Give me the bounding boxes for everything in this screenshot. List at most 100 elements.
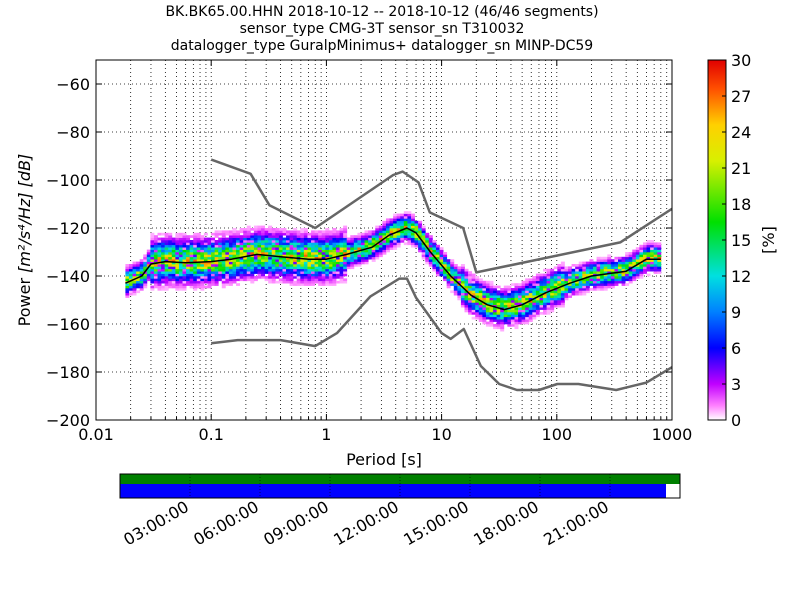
heatmap-cell (353, 235, 358, 238)
heatmap-cell (478, 314, 483, 318)
heatmap-cell (564, 290, 569, 294)
heatmap-cell (307, 278, 312, 282)
heatmap-cell (300, 278, 305, 282)
heatmap-cell (264, 268, 269, 272)
heatmap-cell (253, 259, 258, 262)
heatmap-cell (628, 273, 633, 277)
heatmap-cell (153, 244, 158, 248)
heatmap-cell (332, 235, 337, 238)
heatmap-cell (543, 290, 548, 294)
heatmap-cell (425, 242, 430, 246)
heatmap-cell (311, 230, 315, 234)
heatmap-cell (271, 273, 276, 277)
heatmap-cell (264, 256, 269, 260)
heatmap-cell (132, 292, 137, 296)
heatmap-cell (603, 288, 608, 291)
heatmap-cell (525, 300, 530, 303)
heatmap-cell (393, 237, 398, 241)
heatmap-cell (553, 302, 558, 306)
heatmap-cell (218, 244, 223, 248)
heatmap-cell (453, 273, 458, 277)
heatmap-cell (253, 249, 258, 253)
heatmap-cell (286, 276, 291, 279)
heatmap-cell (257, 249, 262, 253)
heatmap-cell (214, 278, 219, 282)
heatmap-cell (282, 276, 287, 279)
heatmap-cell (578, 288, 583, 291)
heatmap-cell (560, 266, 565, 270)
heatmap-cell (250, 256, 255, 260)
heatmap-cell (650, 259, 655, 262)
heatmap-cell (475, 314, 480, 318)
heatmap-cell (150, 264, 155, 267)
heatmap-cell (485, 307, 490, 310)
heatmap-cell (139, 271, 144, 274)
heatmap-cell (532, 316, 537, 320)
heatmap-cell (289, 276, 294, 279)
heatmap-cell (546, 271, 551, 274)
heatmap-cell (571, 271, 576, 274)
heatmap-cell (300, 228, 305, 231)
heatmap-cell (414, 230, 419, 234)
colorbar-tick-label: 21 (731, 159, 751, 178)
heatmap-cell (503, 300, 508, 303)
heatmap-cell (311, 242, 315, 246)
heatmap-cell (161, 247, 166, 250)
heatmap-cell (225, 261, 230, 265)
heatmap-cell (393, 230, 398, 234)
heatmap-cell (314, 273, 319, 277)
heatmap-cell (253, 261, 258, 265)
heatmap-cell (328, 268, 333, 272)
heatmap-cell (150, 247, 155, 250)
heatmap-cell (171, 273, 176, 277)
heatmap-cell (200, 244, 205, 248)
heatmap-cell (200, 259, 205, 262)
heatmap-cell (218, 261, 223, 265)
heatmap-cell (343, 235, 348, 238)
heatmap-cell (528, 304, 533, 308)
heatmap-cell (500, 288, 505, 291)
heatmap-cell (514, 321, 519, 325)
heatmap-cell (557, 268, 562, 272)
heatmap-cell (525, 307, 530, 310)
heatmap-cell (157, 280, 162, 284)
heatmap-cell (257, 266, 262, 270)
heatmap-cell (628, 280, 633, 284)
heatmap-cell (328, 247, 333, 250)
heatmap-cell (357, 252, 362, 255)
heatmap-cell (311, 244, 315, 248)
heatmap-cell (257, 237, 262, 241)
heatmap-cell (275, 237, 280, 241)
heatmap-cell (175, 288, 180, 291)
heatmap-cell (139, 288, 144, 291)
heatmap-cell (571, 273, 576, 277)
heatmap-cell (646, 242, 651, 246)
heatmap-cell (128, 280, 133, 284)
heatmap-cell (225, 252, 230, 255)
heatmap-cell (214, 242, 219, 246)
heatmap-cell (307, 244, 312, 248)
heatmap-cell (339, 278, 344, 282)
heatmap-cell (175, 247, 180, 250)
heatmap-cell (610, 261, 615, 265)
heatmap-cell (321, 230, 326, 234)
heatmap-cell (139, 276, 144, 279)
heatmap-cell (575, 283, 580, 286)
heatmap-cell (385, 230, 390, 234)
heatmap-cell (178, 266, 183, 270)
heatmap-cell (232, 261, 237, 265)
heatmap-cell (236, 264, 241, 267)
heatmap-cell (171, 256, 176, 260)
heatmap-cell (407, 216, 412, 219)
heatmap-cell (514, 288, 519, 291)
heatmap-cell (278, 264, 283, 267)
heatmap-cell (460, 290, 465, 294)
heatmap-cell (410, 225, 415, 229)
heatmap-cell (407, 242, 412, 246)
heatmap-cell (153, 283, 158, 286)
heatmap-cell (200, 240, 205, 243)
heatmap-cell (482, 285, 487, 289)
heatmap-cell (371, 240, 376, 243)
heatmap-cell (325, 235, 330, 238)
heatmap-cell (314, 264, 319, 267)
